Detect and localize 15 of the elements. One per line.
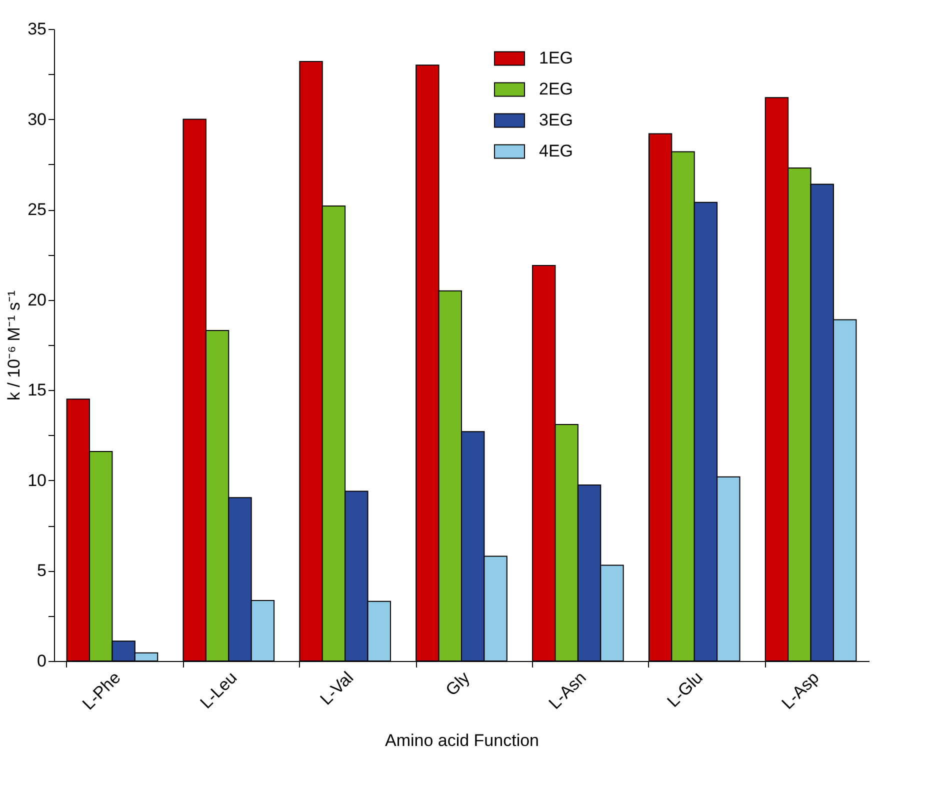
legend-label: 1EG bbox=[539, 48, 574, 68]
y-tick-label: 0 bbox=[37, 652, 46, 670]
y-tick-label: 25 bbox=[28, 200, 46, 220]
y-tick-label: 5 bbox=[37, 561, 46, 580]
legend-label: 3EG bbox=[539, 110, 574, 130]
y-tick-label: 30 bbox=[28, 110, 46, 129]
x-tick-label: Gly bbox=[442, 668, 474, 700]
y-axis-title: k / 10⁻⁶ M⁻¹ s⁻¹ bbox=[4, 290, 24, 401]
x-axis-title: Amino acid Function bbox=[384, 730, 540, 750]
y-tick-label: 15 bbox=[28, 380, 46, 400]
y-tick-label: 20 bbox=[28, 290, 46, 310]
y-tick-label: 10 bbox=[28, 470, 46, 490]
y-tick-label: 35 bbox=[28, 20, 46, 38]
legend-label: 4EG bbox=[539, 142, 574, 160]
legend-label: 2EG bbox=[539, 80, 574, 98]
